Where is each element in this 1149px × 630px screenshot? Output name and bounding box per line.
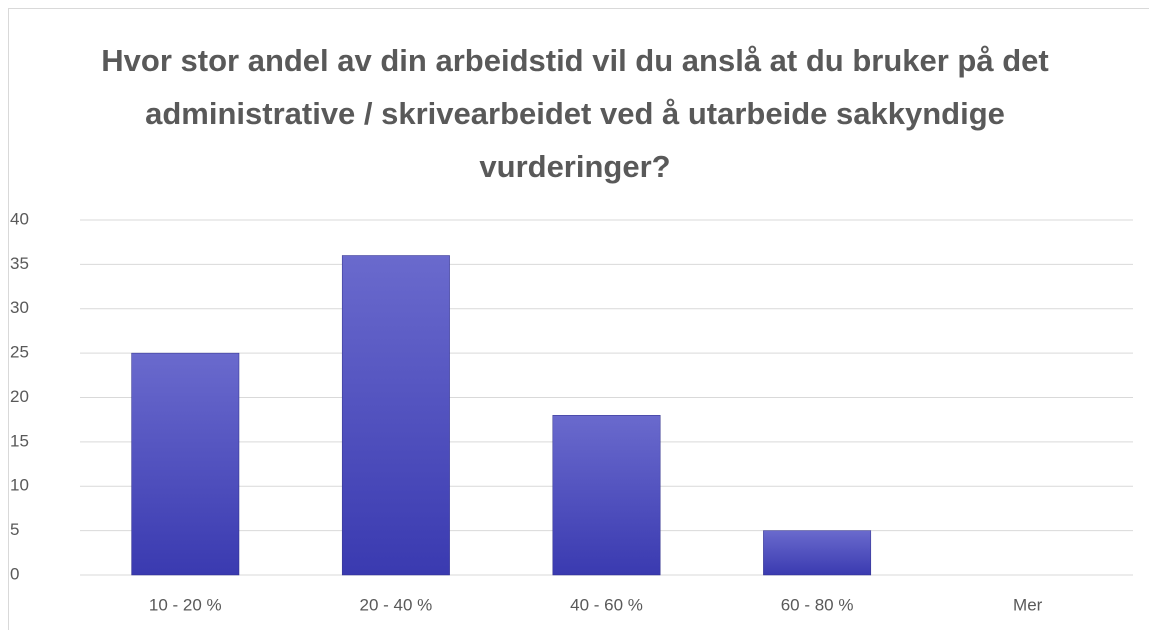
y-tick-label: 20 <box>10 387 29 406</box>
bar <box>763 530 872 576</box>
y-tick-label: 0 <box>10 564 19 583</box>
y-tick-label: 15 <box>10 431 29 450</box>
bar <box>552 415 661 576</box>
chart-title: Hvor stor andel av din arbeidstid vil du… <box>101 43 1049 184</box>
x-tick-label: 10 - 20 % <box>149 595 222 614</box>
chart-border <box>8 8 1149 630</box>
y-tick-label: 10 <box>10 476 29 495</box>
y-tick-label: 35 <box>10 254 29 273</box>
x-tick-label: 60 - 80 % <box>781 595 854 614</box>
y-tick-label: 25 <box>10 343 29 362</box>
x-tick-label: 40 - 60 % <box>570 595 643 614</box>
bar <box>341 255 450 576</box>
bar <box>131 352 240 576</box>
y-tick-label: 40 <box>10 209 29 228</box>
y-tick-label: 30 <box>10 298 29 317</box>
y-tick-label: 5 <box>10 520 19 539</box>
x-tick-label: Mer <box>1013 595 1043 614</box>
x-tick-label: 20 - 40 % <box>360 595 433 614</box>
